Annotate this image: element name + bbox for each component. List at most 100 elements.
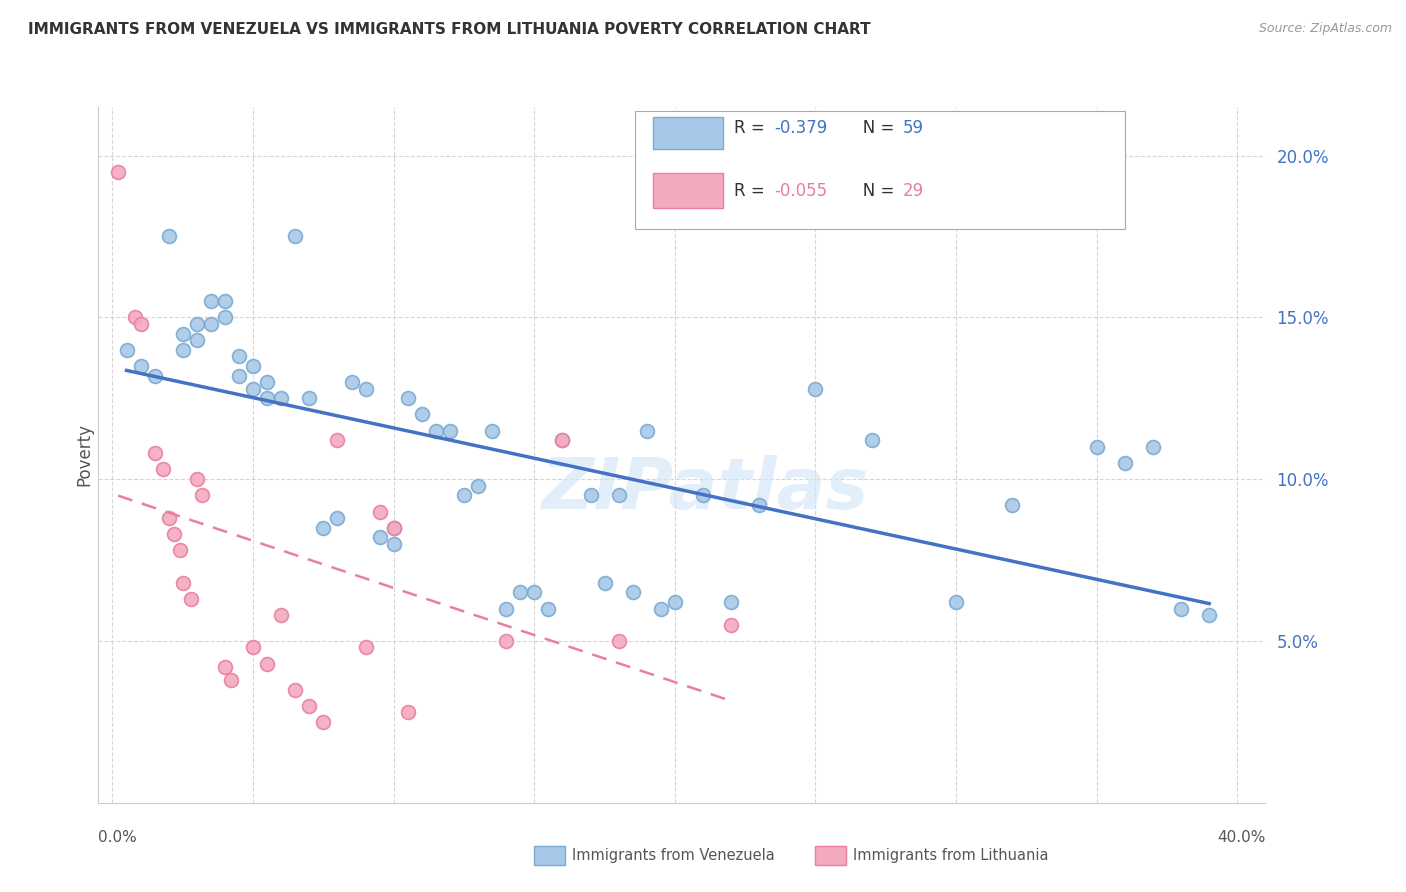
Point: [186, 317, 208, 331]
Point: [200, 294, 222, 309]
Point: [411, 408, 433, 422]
Point: [860, 434, 883, 448]
Point: [152, 462, 174, 476]
Point: [1198, 608, 1220, 623]
Point: [256, 657, 278, 671]
Point: [495, 601, 517, 615]
Point: [242, 640, 264, 655]
Point: [607, 634, 630, 648]
Text: -0.055: -0.055: [773, 182, 827, 200]
Point: [425, 424, 447, 438]
Point: [523, 585, 546, 599]
Text: N =: N =: [846, 182, 900, 200]
Point: [368, 504, 391, 518]
Point: [180, 591, 202, 606]
Point: [396, 705, 419, 719]
Point: [1001, 498, 1024, 512]
Point: [172, 326, 194, 341]
Point: [1085, 440, 1108, 454]
Point: [382, 537, 405, 551]
Point: [129, 359, 152, 373]
Point: [551, 434, 574, 448]
Text: IMMIGRANTS FROM VENEZUELA VS IMMIGRANTS FROM LITHUANIA POVERTY CORRELATION CHART: IMMIGRANTS FROM VENEZUELA VS IMMIGRANTS …: [28, 22, 870, 37]
Text: -0.379: -0.379: [773, 119, 827, 136]
Point: [107, 165, 129, 179]
Point: [650, 601, 672, 615]
Point: [298, 698, 321, 713]
Point: [312, 521, 335, 535]
Point: [214, 294, 236, 309]
Point: [495, 634, 517, 648]
Point: [312, 714, 335, 729]
Point: [467, 478, 489, 492]
Point: [163, 527, 186, 541]
Point: [172, 343, 194, 357]
Point: [509, 585, 531, 599]
Text: 29: 29: [903, 182, 924, 200]
Point: [551, 434, 574, 448]
Point: [748, 498, 770, 512]
Point: [326, 434, 349, 448]
Point: [219, 673, 242, 687]
Point: [284, 682, 307, 697]
Point: [607, 488, 630, 502]
Point: [200, 317, 222, 331]
Text: 40.0%: 40.0%: [1218, 830, 1265, 845]
Point: [382, 521, 405, 535]
Point: [354, 640, 377, 655]
Point: [228, 368, 250, 383]
Point: [186, 472, 208, 486]
Point: [636, 424, 658, 438]
Point: [326, 511, 349, 525]
Point: [1142, 440, 1164, 454]
Point: [242, 359, 264, 373]
Text: N =: N =: [846, 119, 900, 136]
Point: [453, 488, 475, 502]
Text: Source: ZipAtlas.com: Source: ZipAtlas.com: [1258, 22, 1392, 36]
Point: [157, 229, 180, 244]
Point: [1170, 601, 1192, 615]
Point: [340, 375, 363, 389]
Point: [143, 446, 166, 460]
Point: [396, 392, 419, 406]
Point: [124, 310, 146, 325]
Point: [439, 424, 461, 438]
Point: [720, 595, 742, 609]
Point: [945, 595, 967, 609]
Point: [172, 575, 194, 590]
Text: Immigrants from Venezuela: Immigrants from Venezuela: [572, 848, 775, 863]
Point: [186, 333, 208, 347]
Point: [270, 392, 292, 406]
Point: [537, 601, 560, 615]
Point: [115, 343, 138, 357]
Point: [169, 543, 191, 558]
Y-axis label: Poverty: Poverty: [76, 424, 94, 486]
Point: [157, 511, 180, 525]
Point: [354, 382, 377, 396]
Point: [256, 392, 278, 406]
Point: [481, 424, 503, 438]
Point: [191, 488, 214, 502]
Point: [664, 595, 686, 609]
Point: [368, 531, 391, 545]
Text: R =: R =: [734, 182, 770, 200]
Point: [692, 488, 714, 502]
Point: [284, 229, 307, 244]
Point: [214, 310, 236, 325]
Point: [1114, 456, 1136, 470]
Point: [720, 617, 742, 632]
Point: [242, 382, 264, 396]
Text: ZIPatlas: ZIPatlas: [541, 455, 869, 524]
Point: [270, 608, 292, 623]
Point: [256, 375, 278, 389]
Point: [214, 660, 236, 674]
Text: Immigrants from Lithuania: Immigrants from Lithuania: [853, 848, 1049, 863]
Point: [621, 585, 644, 599]
Point: [228, 349, 250, 363]
Text: R =: R =: [734, 119, 770, 136]
Text: 0.0%: 0.0%: [98, 830, 138, 845]
Point: [382, 521, 405, 535]
Point: [298, 392, 321, 406]
Point: [593, 575, 616, 590]
Point: [143, 368, 166, 383]
